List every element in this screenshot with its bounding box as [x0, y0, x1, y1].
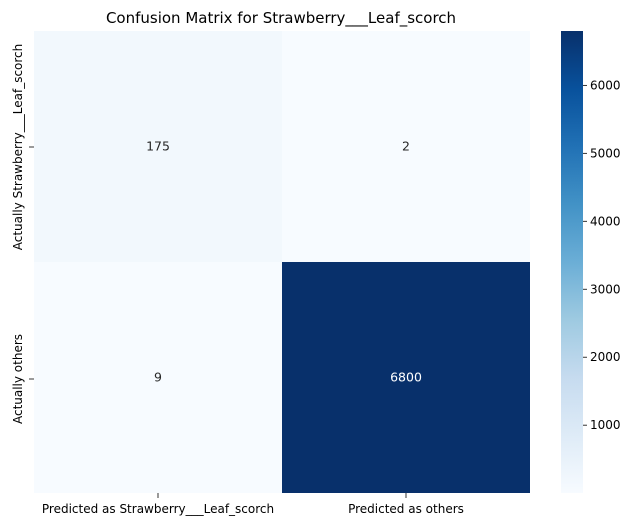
heatmap-cell	[34, 31, 282, 262]
colorbar-ticks: 1000 2000 3000 4000 5000 6000	[583, 78, 621, 432]
heatmap-cell	[282, 262, 530, 493]
heatmap-cell-value: 2	[402, 139, 410, 154]
heatmap-cell-value: 9	[154, 370, 162, 385]
heatmap-cell-value: 6800	[390, 370, 422, 385]
colorbar-tick-label: 1000	[590, 418, 621, 432]
heatmap-cells	[34, 31, 530, 493]
colorbar-tick-label: 2000	[590, 350, 621, 364]
colorbar-tick-label: 3000	[590, 282, 621, 296]
x-tick-label: Predicted as others	[348, 502, 464, 516]
x-axis: Predicted as Strawberry___Leaf_scorch Pr…	[42, 493, 464, 516]
y-axis: Actually Strawberry___Leaf_scorch Actual…	[11, 44, 34, 424]
colorbar-gradient	[561, 31, 583, 493]
y-tick-label: Actually others	[11, 334, 25, 424]
colorbar: 1000 2000 3000 4000 5000 6000	[561, 31, 621, 493]
heatmap-cell-labels: 175 2 9 6800	[146, 139, 422, 385]
x-tick-label: Predicted as Strawberry___Leaf_scorch	[42, 502, 274, 516]
heatmap-cell	[282, 31, 530, 262]
colorbar-tick-label: 4000	[590, 214, 621, 228]
heatmap-cell	[34, 262, 282, 493]
chart-title: Confusion Matrix for Strawberry___Leaf_s…	[106, 9, 456, 28]
colorbar-tick-label: 6000	[590, 78, 621, 92]
y-tick-label: Actually Strawberry___Leaf_scorch	[11, 44, 25, 251]
colorbar-tick-label: 5000	[590, 146, 621, 160]
heatmap-cell-value: 175	[146, 139, 170, 154]
